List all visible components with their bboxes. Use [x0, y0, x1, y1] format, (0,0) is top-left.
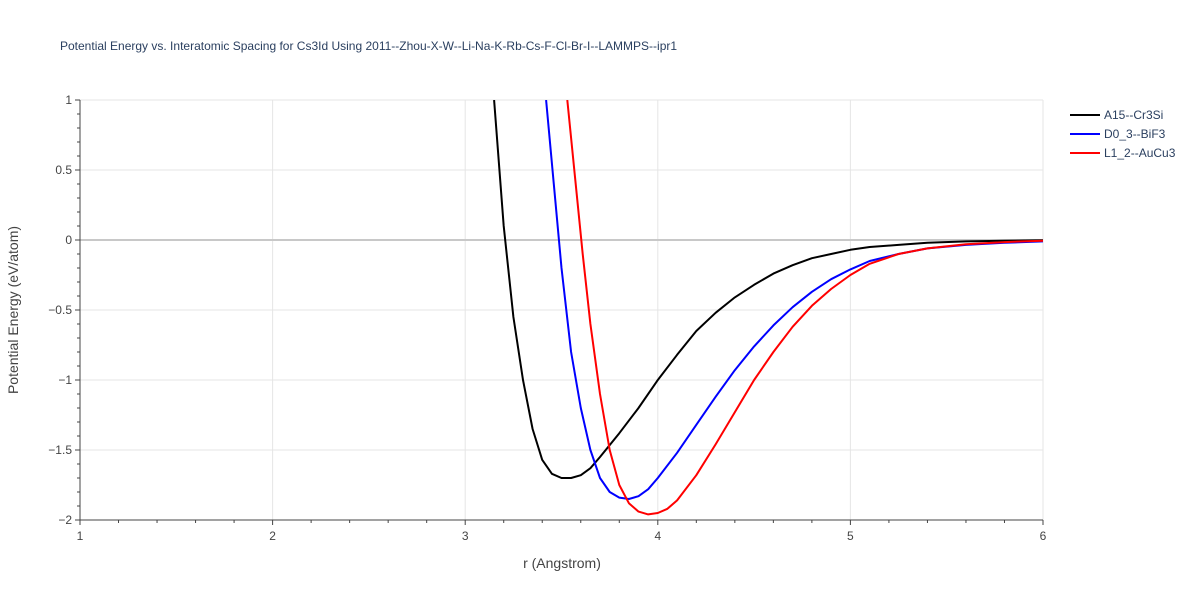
x-tick-label: 1 — [77, 529, 84, 543]
y-tick-label: −1 — [58, 373, 72, 387]
series-line-1 — [493, 100, 1043, 479]
y-tick-label: 0 — [65, 233, 72, 247]
y-tick-label: 0.5 — [55, 163, 72, 177]
y-tick-label: −0.5 — [48, 303, 72, 317]
x-tick-label: 2 — [269, 529, 276, 543]
chart-title: Potential Energy vs. Interatomic Spacing… — [60, 39, 677, 53]
y-tick-label: 1 — [65, 93, 72, 107]
y-tick-label: −2 — [58, 513, 72, 527]
series-lines — [493, 100, 1043, 516]
x-tick-label: 6 — [1040, 529, 1047, 543]
legend: A15--Cr3Si D0_3--BiF3 L1_2--AuCu3 — [1070, 108, 1176, 160]
series-line-3 — [566, 100, 1043, 516]
legend-label: L1_2--AuCu3 — [1104, 146, 1176, 160]
x-tick-label: 3 — [462, 529, 469, 543]
legend-label: D0_3--BiF3 — [1104, 127, 1166, 141]
legend-label: A15--Cr3Si — [1104, 108, 1163, 122]
y-tick-label: −1.5 — [48, 443, 72, 457]
x-tick-label: 5 — [847, 529, 854, 543]
x-axis-title: r (Angstrom) — [523, 555, 601, 571]
x-tick-label: 4 — [654, 529, 661, 543]
series-line-2 — [545, 100, 1043, 500]
y-axis-title: Potential Energy (eV/atom) — [5, 226, 21, 394]
axes: 1 2 3 4 5 6 1 0.5 0 −0.5 −1 −1.5 −2 — [48, 93, 1046, 543]
